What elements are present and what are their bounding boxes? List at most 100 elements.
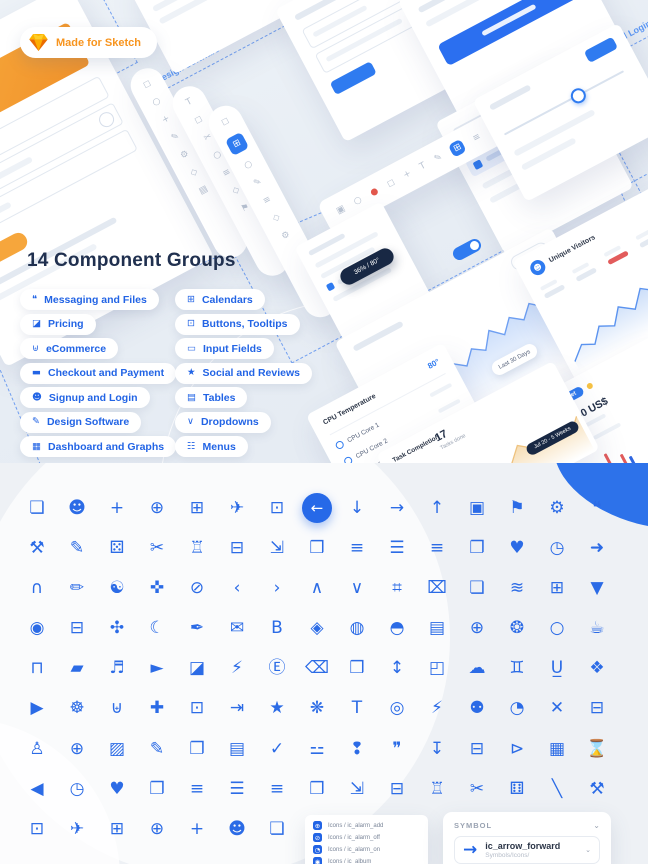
chevron-right-icon[interactable]: › [273, 577, 281, 598]
icon-list-item[interactable]: ◉ Icons / ic_album [313, 857, 420, 864]
component-pill-checkout-and-payment[interactable]: ▬ Checkout and Payment [20, 362, 177, 384]
slider-knob[interactable] [568, 85, 589, 106]
component-pill-social-and-reviews[interactable]: ★ Social and Reviews [175, 362, 312, 384]
account-circle-icon[interactable]: ☻ [68, 497, 86, 518]
component-pill-ecommerce[interactable]: ⊎ eCommerce [20, 338, 119, 359]
crop-icon[interactable]: ⌗ [392, 577, 402, 598]
transfer-within-a-station-icon[interactable]: ♙ [29, 738, 45, 759]
filter-none-icon[interactable]: ❐ [149, 778, 165, 799]
play-arrow-icon[interactable]: ► [150, 658, 164, 679]
colorize-icon[interactable]: ✒ [189, 618, 205, 639]
forward-icon[interactable]: ➜ [589, 537, 605, 558]
cloud-icon[interactable]: ☁ [468, 658, 486, 679]
format-align-right-icon[interactable]: ≡ [269, 778, 285, 799]
brush-icon[interactable]: ✎ [69, 537, 85, 558]
expand-more-icon[interactable]: ∨ [350, 577, 364, 598]
component-pill-dashboard-and-graphs[interactable]: ▦ Dashboard and Graphs [20, 436, 177, 457]
devices-icon[interactable]: ⊟ [69, 618, 85, 639]
component-pill-tables[interactable]: ▤ Tables [175, 387, 248, 408]
component-pill-pricing[interactable]: ◪ Pricing [20, 313, 96, 335]
directions-car-icon[interactable]: ⚍ [309, 738, 325, 759]
chevron-down-icon[interactable]: ⌄ [585, 845, 591, 854]
hourglass-full-icon[interactable]: ⌛ [586, 738, 608, 759]
layers-icon[interactable]: ❏ [269, 819, 285, 839]
icon-list-item[interactable]: ⊕ Icons / ic_alarm_add [313, 821, 420, 830]
accessibility-icon[interactable]: ✣ [109, 618, 125, 639]
network-wifi-icon[interactable]: ▼ [590, 577, 604, 598]
visibility-icon[interactable]: ◉ [29, 618, 45, 639]
assignment-ind-icon[interactable]: ▣ [468, 497, 486, 518]
directions-icon[interactable]: ◈ [310, 618, 324, 639]
edit-off-icon[interactable]: ✏ [69, 577, 85, 598]
favorite-icon[interactable]: ♥ [509, 537, 525, 558]
crop-free-icon[interactable]: ◰ [428, 658, 446, 679]
add-icon[interactable]: + [109, 497, 125, 518]
bookmark-icon[interactable]: ⚑ [509, 497, 525, 518]
symbol-dropdown[interactable]: → ic_arrow_forward Symbols/Icons/ ⌄ [454, 836, 600, 864]
format-size-icon[interactable]: T [351, 698, 363, 719]
new-releases-icon[interactable]: ❂ [509, 618, 525, 639]
flight-icon[interactable]: ✈ [229, 497, 245, 518]
arrow-upward-icon[interactable]: ↑ [429, 497, 445, 518]
feedback-icon[interactable]: ❢ [349, 738, 365, 759]
component-pill-design-software[interactable]: ✎ Design Software [20, 411, 142, 433]
schedule-icon[interactable]: ◷ [549, 537, 565, 558]
extension-icon[interactable]: ✜ [149, 577, 165, 598]
chevron-left-icon[interactable]: ‹ [233, 577, 241, 598]
add-to-photos-icon[interactable]: ⊞ [109, 819, 125, 839]
ondemand-video-icon[interactable]: ▶ [30, 698, 44, 719]
theaters-icon[interactable]: ▦ [548, 738, 566, 759]
control-point-icon[interactable]: ⊕ [469, 618, 485, 639]
headset-icon[interactable]: ∩ [30, 577, 44, 598]
layers-icon[interactable]: ❏ [29, 497, 45, 518]
create-icon[interactable]: ✎ [149, 738, 165, 759]
component-pill-signup-and-login[interactable]: ☻ Signup and Login [20, 387, 150, 408]
favorite-icon[interactable]: ♥ [109, 778, 125, 799]
archive-icon[interactable]: ↧ [429, 738, 445, 759]
icon-list-item[interactable]: ◔ Icons / ic_alarm_on [313, 845, 420, 854]
build-icon[interactable]: ⚒ [29, 537, 45, 558]
content-cut-icon[interactable]: ✂ [469, 778, 485, 799]
indeterminate-check-box-icon[interactable]: ⊟ [469, 738, 485, 759]
flash-off-icon[interactable]: ⚡ [231, 658, 243, 679]
healing-icon[interactable]: ✚ [149, 698, 165, 719]
live-tv-icon[interactable]: ⊳ [509, 738, 525, 759]
content-copy-icon[interactable]: ❐ [189, 738, 205, 759]
airplay-icon[interactable]: ⊡ [29, 819, 45, 839]
sd-card-icon[interactable]: ▰ [70, 658, 84, 679]
component-pill-menus[interactable]: ☷ Menus [175, 436, 248, 457]
line-style-icon[interactable]: ╲ [551, 778, 563, 799]
format-underlined-icon[interactable]: U̲ [550, 658, 564, 679]
drafts-icon[interactable]: ✉ [229, 618, 245, 639]
people-icon[interactable]: ♊ [509, 658, 525, 679]
local-offer-icon[interactable]: ◪ [188, 658, 206, 679]
assignment-icon[interactable]: ▤ [228, 738, 246, 759]
alarm-add-icon[interactable]: ⊕ [149, 497, 165, 518]
block-icon[interactable]: ⊘ [189, 577, 205, 598]
access-alarms-icon[interactable]: ◔ [509, 698, 525, 719]
dns-icon[interactable]: ▤ [428, 618, 446, 639]
casino-icon[interactable]: ⚅ [509, 778, 525, 799]
folder-icon[interactable]: ❒ [309, 778, 325, 799]
chevron-down-icon[interactable]: ⌄ [593, 820, 600, 830]
mouse-icon[interactable]: ◓ [389, 618, 405, 639]
fingerprint-icon[interactable]: ◍ [349, 618, 365, 639]
account-circle-icon[interactable]: ☻ [228, 819, 246, 839]
add-icon[interactable]: + [189, 819, 205, 839]
developer-board-icon[interactable]: ⊡ [189, 698, 205, 719]
broken-image-icon[interactable]: ▨ [108, 738, 126, 759]
queue-music-icon[interactable]: ♬ [109, 658, 125, 679]
delete-icon[interactable]: ⌧ [427, 577, 447, 598]
format-bold-icon[interactable]: B [271, 618, 283, 639]
casino-icon[interactable]: ⚄ [109, 537, 125, 558]
arrow-forward-icon[interactable]: → [389, 497, 405, 518]
content-cut-icon[interactable]: ✂ [149, 537, 165, 558]
explicit-icon[interactable]: Ⓔ [268, 658, 286, 679]
call-to-action-icon[interactable]: ⊟ [589, 698, 605, 719]
arrow-downward-icon[interactable]: ↓ [349, 497, 365, 518]
build-icon[interactable]: ⚒ [589, 778, 605, 799]
icon-list-item[interactable]: ⊘ Icons / ic_alarm_off [313, 833, 420, 842]
lock-icon[interactable]: ⊓ [30, 658, 44, 679]
format-align-left-icon[interactable]: ≡ [189, 778, 205, 799]
star-icon[interactable]: ★ [269, 698, 285, 719]
